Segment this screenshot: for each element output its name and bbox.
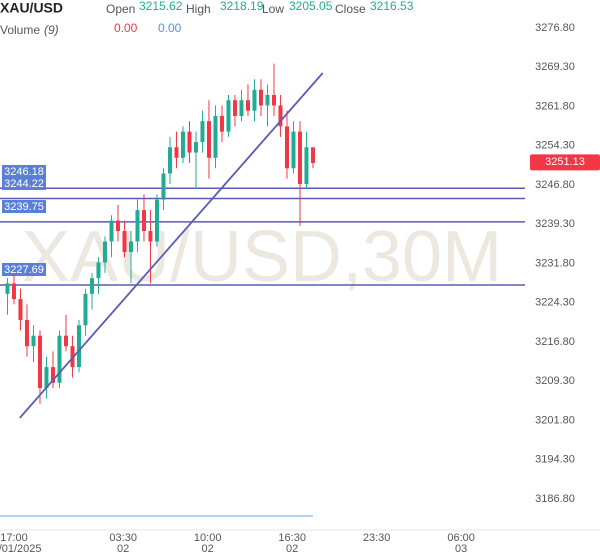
x-tick-date: 03 — [455, 543, 467, 555]
price-tag — [530, 154, 600, 171]
y-tick-label: 3276.80 — [535, 22, 575, 34]
candle-body — [11, 283, 16, 300]
candle-body — [109, 220, 114, 242]
candle-body — [265, 94, 270, 106]
candle-body — [239, 100, 244, 116]
x-tick-date: 02 — [202, 543, 214, 555]
candle-body — [122, 231, 127, 252]
x-tick-date: 05/01/2025 — [0, 543, 42, 555]
candle-body — [18, 299, 23, 321]
x-tick-label: 06:00 — [447, 532, 475, 544]
volume-period: (9) — [44, 23, 59, 37]
ohlc-value: 3215.62 — [139, 0, 183, 13]
candle-body — [141, 210, 146, 232]
candle-body — [200, 121, 205, 143]
candle-body — [31, 335, 36, 347]
candle-body — [135, 210, 140, 242]
y-tick-label: 3186.80 — [535, 493, 575, 505]
y-tick-label: 3239.30 — [535, 218, 575, 230]
y-tick-label: 3254.30 — [535, 140, 575, 152]
price-tag-label: 3251.13 — [545, 156, 585, 168]
candle-body — [310, 147, 315, 164]
candle-body — [167, 147, 172, 174]
candle-body — [24, 320, 29, 347]
level-label: 3239.75 — [4, 201, 44, 213]
volume-value: 0.00 — [158, 21, 182, 35]
ohlc-label: Open — [106, 2, 135, 16]
candle-body — [115, 220, 120, 232]
level-tag — [2, 177, 46, 190]
candle-body — [271, 94, 276, 106]
candle-body — [44, 367, 49, 389]
y-tick-label: 3231.80 — [535, 257, 575, 269]
candle-body — [161, 173, 166, 200]
y-tick-label: 3224.30 — [535, 297, 575, 309]
candle-body — [83, 293, 88, 326]
candle-body — [213, 115, 218, 158]
candle-body — [76, 325, 81, 368]
level-tag — [2, 263, 46, 276]
y-tick-label: 3201.80 — [535, 414, 575, 426]
ohlc-label: Low — [262, 2, 284, 16]
volume-value: 0.00 — [114, 21, 138, 35]
level-tag — [2, 165, 46, 178]
y-tick-label: 3194.30 — [535, 454, 575, 466]
x-tick-date: 02 — [117, 543, 129, 555]
candle-body — [154, 199, 159, 242]
candle-body — [258, 89, 263, 106]
candle-body — [206, 121, 211, 158]
ohlc-value: 3216.53 — [370, 0, 414, 13]
candle-body — [50, 367, 55, 383]
x-tick-label: 03:30 — [109, 532, 137, 544]
ohlc-value: 3218.19 — [220, 0, 264, 13]
ohlc-label: High — [186, 2, 211, 16]
symbol: XAU/USD — [0, 0, 63, 16]
x-tick-label: 10:00 — [194, 532, 222, 544]
candle-body — [89, 278, 94, 294]
y-tick-label: 3269.30 — [535, 61, 575, 73]
candle-body — [180, 131, 185, 158]
y-tick-label: 3209.30 — [535, 375, 575, 387]
level-label: 3244.22 — [4, 178, 44, 190]
candle-body — [96, 262, 101, 279]
level-label: 3246.18 — [4, 166, 44, 178]
candle-body — [252, 89, 257, 111]
candle-body — [232, 100, 237, 116]
candle-body — [63, 335, 68, 347]
trendline — [19, 72, 324, 419]
candle-body — [174, 147, 179, 158]
volume-label: Volume — [0, 23, 40, 37]
watermark: XAU/USD,30M — [22, 217, 502, 297]
y-tick-label: 3246.80 — [535, 179, 575, 191]
candle-body — [291, 131, 296, 169]
level-label: 3227.69 — [4, 264, 44, 276]
candle-body — [278, 105, 283, 127]
candle-body — [219, 115, 224, 132]
level-tag — [2, 200, 46, 213]
y-tick-label: 3216.80 — [535, 336, 575, 348]
y-tick-label: 3261.80 — [535, 100, 575, 112]
x-tick-date: 02 — [286, 543, 298, 555]
candle-body — [226, 100, 231, 132]
candle-body — [193, 142, 198, 153]
candle-body — [187, 131, 192, 153]
x-tick-label: 23:30 — [363, 532, 391, 544]
candle-body — [128, 241, 133, 252]
candle-body — [284, 126, 289, 169]
candle-body — [245, 100, 250, 111]
candle-body — [148, 231, 153, 242]
ohlc-value: 3205.05 — [289, 0, 333, 13]
ohlc-label: Close — [335, 2, 366, 16]
candle-body — [102, 241, 107, 263]
x-tick-label: 16:30 — [278, 532, 306, 544]
candle-body — [297, 131, 302, 184]
candle-body — [37, 335, 42, 389]
candle-body — [5, 283, 10, 294]
candle-body — [57, 335, 62, 383]
x-tick-label: 17:00 — [0, 532, 28, 544]
candle-body — [304, 147, 309, 184]
